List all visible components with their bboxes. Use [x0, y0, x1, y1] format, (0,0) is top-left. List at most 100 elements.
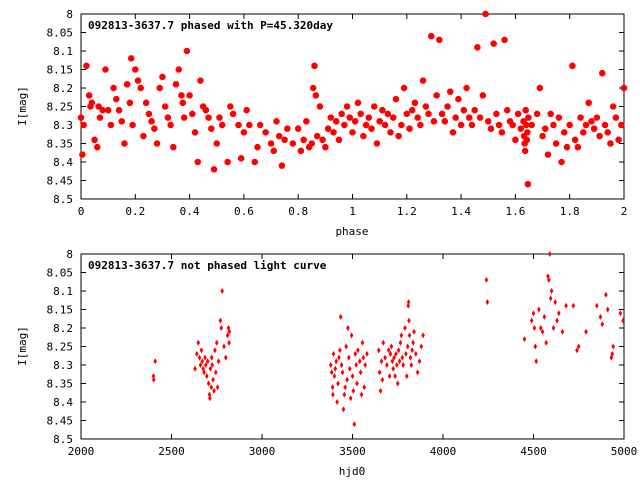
unphased-data-point [403, 325, 407, 331]
unphased-data-point [542, 313, 547, 320]
unphased-title: 092813-3637.7 not phased light curve [88, 259, 327, 272]
phased-x-tick-label: 1.4 [451, 205, 471, 218]
unphased-data-point [531, 310, 536, 317]
unphased-data-point [209, 354, 214, 361]
phased-data-point [615, 136, 622, 143]
unphased-data-point [389, 343, 394, 350]
unphased-y-tick-label: 8.15 [47, 304, 74, 317]
unphased-x-tick-label: 2500 [158, 445, 185, 458]
unphased-data-point [540, 328, 545, 335]
phased-data-point [528, 121, 535, 129]
unphased-data-point [397, 358, 402, 365]
phased-data-point [156, 84, 163, 92]
unphased-data-point [209, 384, 214, 391]
phased-data-point [490, 40, 497, 47]
phased-data-point [447, 88, 454, 95]
phased-x-tick-label: 0.8 [288, 205, 308, 218]
phased-data-point [509, 121, 516, 129]
unphased-data-point [534, 358, 539, 365]
unphased-y-tick-label: 8.1 [53, 285, 73, 298]
phased-data-point [143, 99, 150, 106]
unphased-data-point [226, 325, 231, 331]
unphased-data-point [378, 387, 383, 394]
phased-data-point [444, 103, 451, 110]
unphased-data-point [391, 365, 396, 372]
phased-y-tick-label: 8.25 [47, 101, 74, 114]
unphased-data-point [348, 395, 353, 402]
phased-data-point [487, 125, 495, 132]
unphased-data-point [358, 369, 363, 376]
phased-data-point [547, 110, 554, 118]
phased-data-point [179, 99, 186, 106]
unphased-data-point [331, 350, 336, 357]
phased-data-point [118, 118, 125, 125]
phased-data-point [113, 95, 120, 103]
phased-x-tick-label: 0.4 [180, 205, 200, 218]
phased-data-point [360, 132, 367, 140]
phased-data-point [224, 158, 231, 166]
unphased-data-point [610, 350, 615, 357]
phased-data-point [390, 114, 397, 121]
unphased-data-point [484, 276, 489, 283]
unphased-data-point [560, 328, 565, 335]
unphased-data-point [409, 362, 414, 368]
phased-data-point [267, 140, 275, 147]
unphased-data-point [584, 328, 588, 335]
unphased-data-point [604, 291, 608, 298]
phased-data-point [525, 114, 532, 121]
phased-data-point [468, 121, 476, 129]
phased-x-axis-label: phase [335, 225, 368, 238]
unphased-data-point [344, 343, 348, 350]
unphased-data-point [333, 365, 338, 372]
phased-data-point [327, 114, 334, 121]
phased-data-point [94, 144, 101, 151]
unphased-data-point [346, 325, 350, 331]
phased-data-point [208, 125, 215, 132]
phased-data-point [566, 121, 573, 129]
phased-data-point [588, 118, 595, 125]
unphased-data-point [337, 354, 341, 361]
unphased-data-point [598, 313, 603, 320]
phased-data-point [406, 125, 413, 132]
phased-data-point [164, 114, 172, 121]
unphased-data-point [361, 354, 366, 361]
phased-y-tick-label: 8.5 [53, 193, 73, 206]
unphased-data-point [412, 328, 416, 335]
unphased-data-point [529, 317, 534, 324]
phased-data-point [485, 118, 492, 125]
phased-data-point [205, 114, 212, 121]
unphased-data-point [227, 328, 232, 335]
phased-data-point [311, 62, 318, 69]
phased-data-point [379, 107, 386, 114]
phased-data-point [430, 118, 438, 125]
unphased-data-point [207, 391, 212, 398]
unphased-data-point [219, 325, 224, 331]
phased-data-point [229, 110, 237, 118]
unphased-data-point [222, 343, 226, 350]
phased-data-point [607, 140, 614, 147]
unphased-data-point [393, 373, 397, 380]
unphased-data-point [204, 373, 209, 380]
phased-data-point [561, 129, 568, 136]
unphased-x-tick-label: 4500 [520, 445, 547, 458]
phased-data-point [246, 121, 253, 129]
unphased-data-point [329, 369, 334, 376]
phased-data-point [145, 110, 153, 118]
unphased-data-point [380, 376, 385, 383]
phased-data-point [312, 92, 319, 99]
unphased-data-point [549, 288, 554, 294]
phased-data-point [438, 110, 446, 118]
unphased-y-axis-label: I[mag] [16, 326, 29, 366]
unphased-data-point [553, 299, 558, 306]
phased-data-point [83, 62, 90, 69]
phased-data-point [582, 121, 590, 129]
unphased-data-point [618, 310, 623, 317]
phased-data-point [612, 114, 619, 121]
unphased-data-point [200, 358, 205, 365]
unphased-data-point [208, 365, 213, 372]
phased-y-tick-label: 8.2 [53, 82, 73, 95]
phased-data-point [167, 121, 174, 129]
phased-data-point [159, 73, 166, 81]
phased-data-point [463, 84, 470, 92]
phased-x-tick-label: 1.2 [397, 205, 417, 218]
